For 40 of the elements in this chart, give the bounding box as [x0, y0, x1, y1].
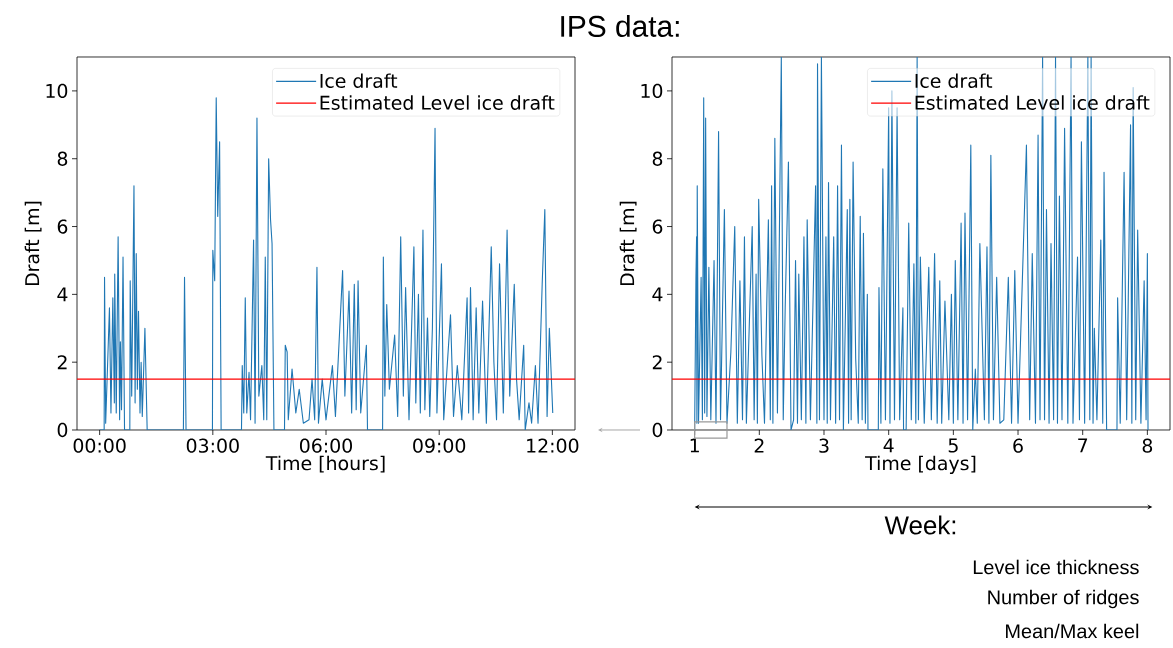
x-tick-label: 4: [883, 438, 894, 453]
x-tick-label: 2: [754, 438, 764, 453]
y-tick-label: 10: [46, 83, 68, 99]
y-tick-label: 10: [641, 83, 663, 99]
x-tick-label: 03:00: [186, 438, 239, 453]
text: Level ice thickness: [973, 559, 1139, 575]
x-tick-label: 6: [1013, 438, 1023, 453]
text: Mean/Max keel: [1006, 623, 1139, 639]
y-tick-label: 2: [57, 355, 67, 370]
x-tick-label: 3: [819, 438, 829, 453]
y-axis-title: Draft [m]: [619, 201, 637, 286]
y-tick-label: 6: [57, 219, 68, 234]
text: Week:: [884, 515, 956, 535]
line-series: [694, 56, 1149, 430]
y-tick-label: 0: [57, 422, 68, 438]
x-tick-label: 09:00: [413, 438, 466, 453]
y-tick-label: 0: [652, 422, 663, 438]
y-tick-label: 4: [652, 287, 663, 302]
y-axis-title: Draft [m]: [24, 201, 42, 286]
chart-title: IPS data:: [561, 15, 679, 37]
x-axis-title: Time [hours]: [265, 455, 385, 473]
x-tick-label: 12:00: [527, 438, 579, 453]
y-tick-label: 8: [57, 151, 68, 166]
y-tick-label: 2: [652, 355, 662, 370]
text: Number of ridges: [988, 589, 1139, 609]
legend-label: Estimated Level ice draft: [320, 95, 555, 110]
legend-label: Ice draft: [320, 73, 398, 89]
y-tick-label: 4: [57, 287, 68, 302]
legend-label: Ice draft: [915, 73, 993, 89]
legend-label: Estimated Level ice draft: [915, 95, 1150, 110]
x-axis-title: Time [days]: [865, 455, 976, 474]
x-tick-label: 06:00: [299, 438, 352, 453]
x-tick-label: 5: [948, 438, 958, 453]
y-tick-label: 8: [652, 151, 663, 166]
x-tick-label: 7: [1078, 438, 1088, 453]
line-series: [99, 97, 554, 430]
y-tick-label: 6: [652, 219, 663, 234]
x-tick-label: 1: [690, 438, 699, 453]
x-tick-label: 8: [1142, 438, 1153, 453]
x-tick-label: 00:00: [73, 438, 126, 453]
